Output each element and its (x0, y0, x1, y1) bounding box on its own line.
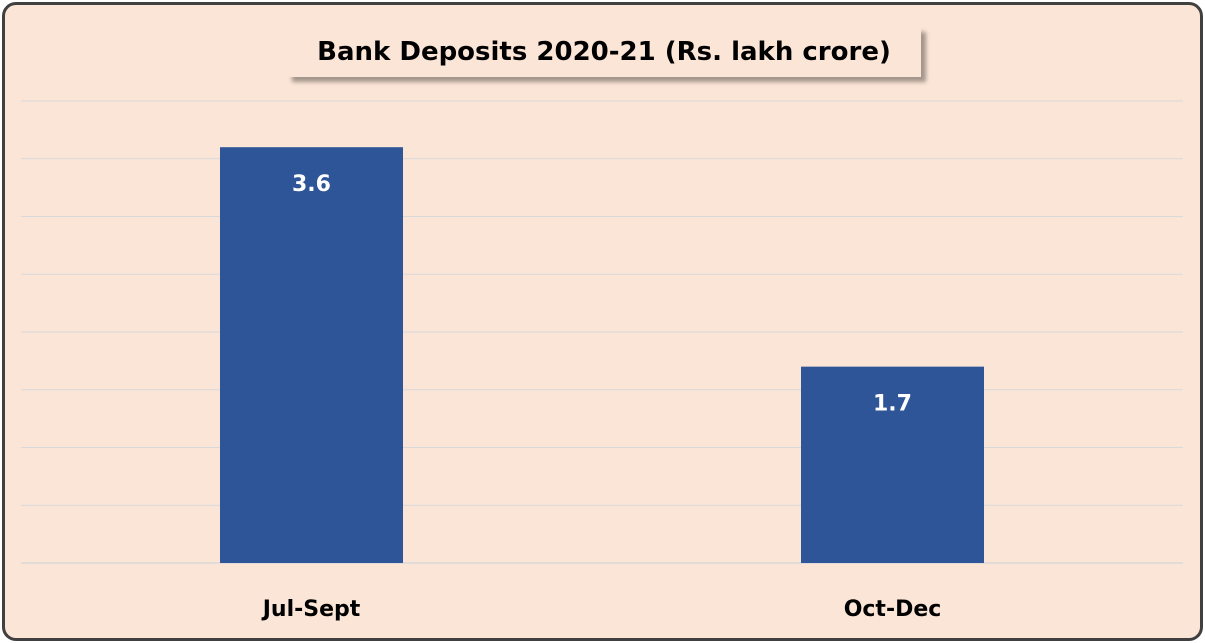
category-label: Oct-Dec (844, 597, 942, 622)
chart-title: Bank Deposits 2020-21 (Rs. lakh crore) (317, 37, 891, 67)
bar-chart: 3.6 Jul-Sept 1.7 Oct-Dec (21, 100, 1183, 622)
data-label: 3.6 (292, 172, 331, 197)
bar-jul-sept (219, 147, 404, 563)
category-label: Jul-Sept (261, 597, 361, 622)
chart-title-box: Bank Deposits 2020-21 (Rs. lakh crore) (287, 27, 921, 77)
bar-oct-dec (800, 366, 985, 563)
data-label: 1.7 (873, 392, 912, 417)
